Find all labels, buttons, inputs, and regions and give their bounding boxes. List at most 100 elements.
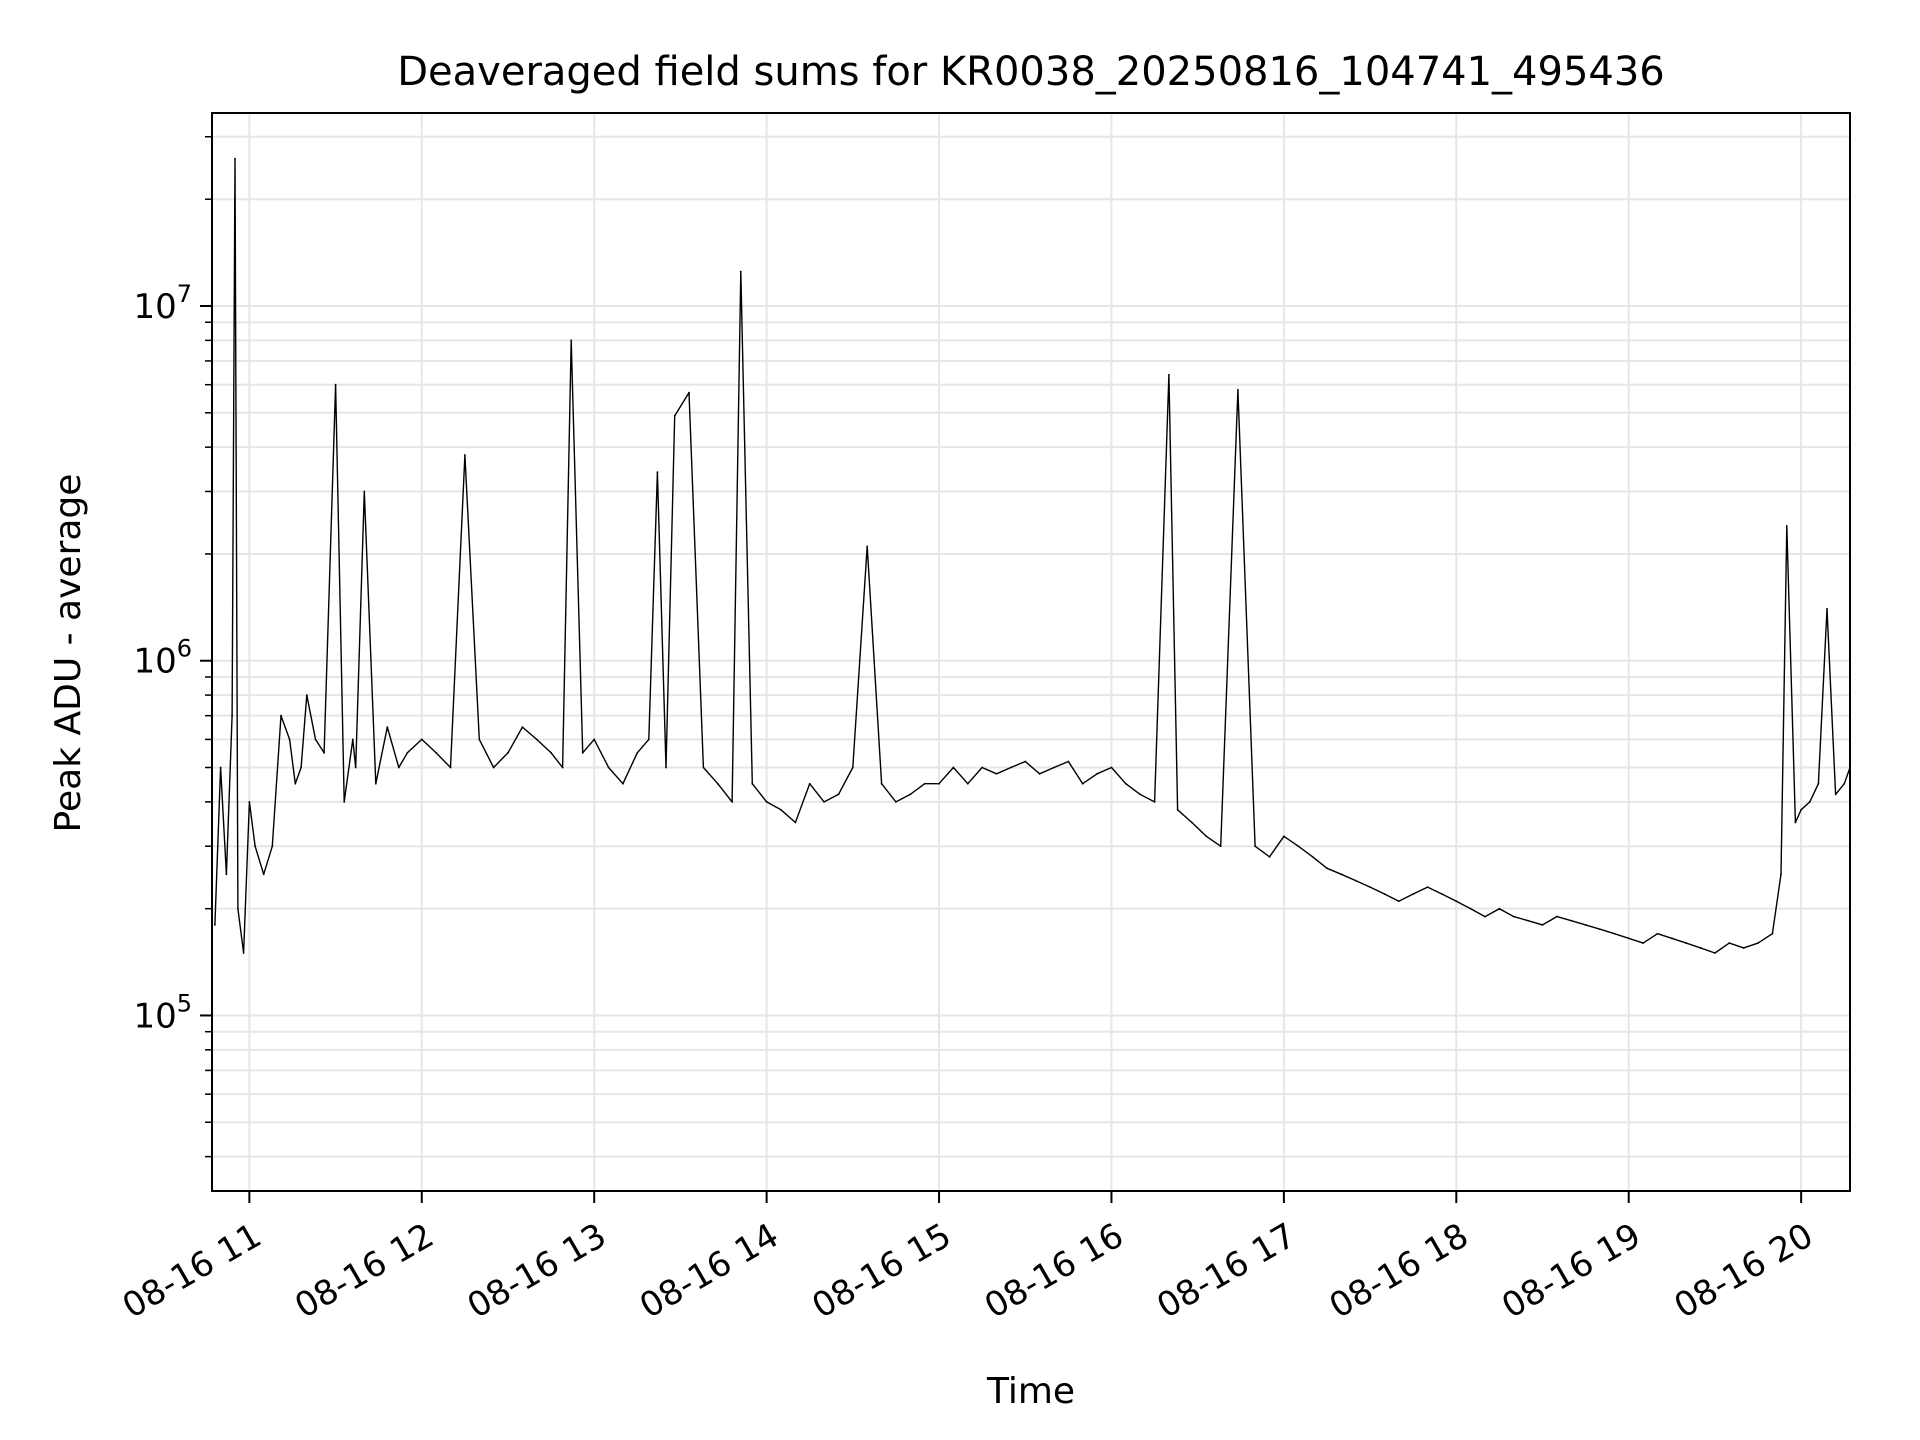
data-point [966,782,969,785]
x-axis-label: Time [986,1371,1075,1412]
y-tick-label: 106 [133,635,192,682]
data-point [647,738,650,741]
data-point [1742,947,1745,949]
y-tick-label: 107 [133,280,192,327]
data-point [808,782,811,785]
data-point [656,471,659,474]
data-point [673,414,676,417]
data-point [550,751,552,754]
data-point [354,766,357,769]
data-point [995,772,998,775]
data-point [570,339,573,342]
data-point [1455,900,1458,903]
data-point [952,766,955,769]
data-point [1699,947,1702,949]
data-point [780,808,782,811]
data-point [1670,937,1673,940]
data-point [1191,821,1193,824]
data-point [1441,893,1443,895]
data-point [363,490,366,493]
data-point [688,391,690,394]
data-point [314,738,317,741]
data-point [1067,760,1070,763]
data-point [1205,835,1208,838]
data-point [1685,942,1688,944]
data-point [923,782,926,785]
data-point [794,821,797,824]
data-point [435,751,438,754]
data-point [636,751,639,754]
data-point [1282,835,1285,838]
data-point [397,766,400,769]
data-point [478,738,481,741]
data-point [1038,772,1041,775]
y-axis-label: Peak ADU - average [48,474,89,833]
data-point [492,766,495,769]
data-point [1527,919,1530,922]
data-point [242,952,245,954]
data-point [1512,915,1515,918]
data-point [581,751,584,754]
data-point [231,714,234,717]
data-point [1817,782,1820,785]
data-point [1780,873,1782,876]
data-point [1383,893,1386,895]
data-point [1599,928,1601,931]
data-point [305,694,308,697]
data-point [866,545,869,548]
data-point [535,738,538,741]
data-point [288,738,291,741]
data-point [1354,879,1357,882]
data-point [1176,808,1179,811]
data-point [1237,389,1239,391]
data-point [1584,924,1587,926]
data-point [1757,942,1759,944]
data-point [981,766,984,769]
data-point [1826,607,1828,610]
data-point [1053,766,1055,769]
data-point [1541,924,1544,926]
data-point [1498,907,1501,910]
data-point [751,782,754,785]
data-point [1326,867,1328,870]
data-point [374,782,377,785]
data-point [1153,800,1156,803]
data-point [702,766,705,769]
data-point [1555,915,1558,918]
data-point [1009,766,1012,769]
data-point [607,766,610,769]
data-point [1219,845,1222,848]
data-point [851,766,854,769]
data-point [1268,855,1271,858]
data-point [1808,800,1811,803]
data-point [507,751,509,754]
data-point [731,800,734,803]
data-point [1794,821,1797,824]
data-point [1714,952,1716,954]
data-series [213,157,1851,954]
data-point [880,782,883,785]
data-point [895,800,897,803]
data-point [1254,845,1257,848]
data-point [739,270,742,273]
data-point [1024,760,1027,763]
data-point [1297,845,1300,848]
data-point [1834,793,1837,796]
data-point [236,907,239,910]
data-point [463,454,466,456]
data-point [938,782,940,785]
data-point [1656,932,1659,935]
data-point [1397,900,1400,903]
data-point [1311,855,1314,858]
data-point [622,782,624,785]
data-point [280,714,282,717]
data-point [406,751,409,754]
data-point [823,800,825,803]
data-point [1426,886,1429,889]
data-point [225,873,228,876]
y-tick-label: 105 [133,989,192,1036]
data-point [1484,915,1486,918]
data-point [1412,893,1415,895]
